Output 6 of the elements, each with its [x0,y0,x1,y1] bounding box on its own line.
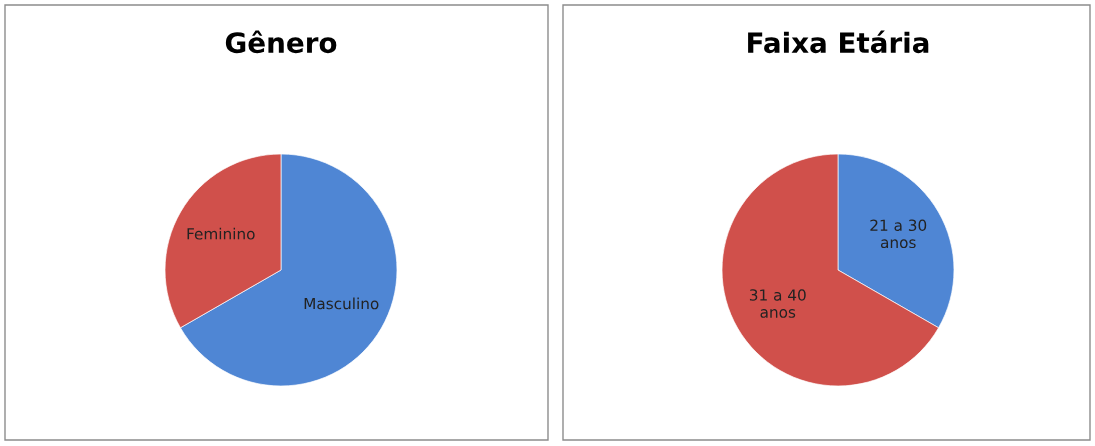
slice-label: 21 a 30 anos [870,219,927,249]
slice-label: 31 a 40 anos [749,289,806,318]
chart-title: Gênero [225,30,337,54]
slice-label: Masculino [304,297,379,310]
chart-title: Faixa Etária [748,30,929,54]
slice-label: Feminino [187,227,255,240]
